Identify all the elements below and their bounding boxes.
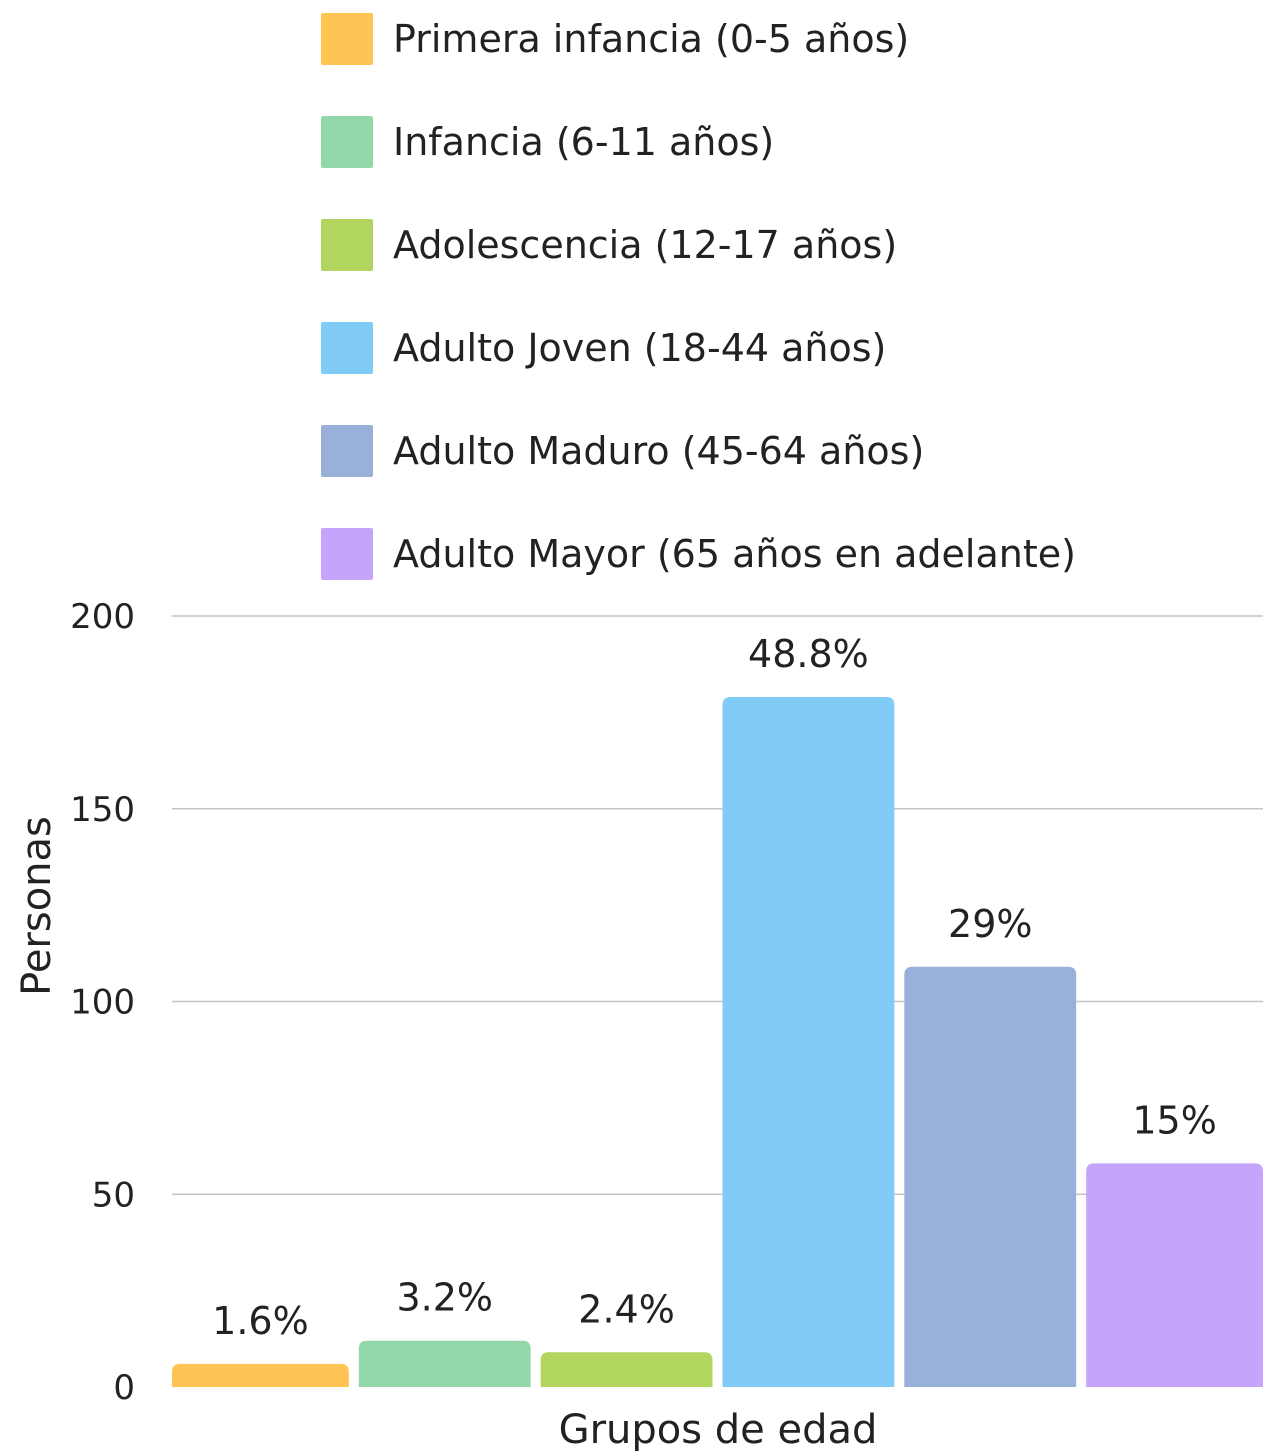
data-labels: 1.6% 3.2% 2.4% 48.8% 29% 15% bbox=[212, 632, 1217, 1343]
legend-swatch bbox=[321, 13, 373, 65]
bar bbox=[1086, 1163, 1263, 1387]
legend-label: Adulto Joven (18-44 años) bbox=[393, 326, 886, 370]
y-axis-title: Personas bbox=[14, 816, 60, 996]
data-label: 1.6% bbox=[212, 1299, 309, 1343]
bar bbox=[540, 1352, 713, 1387]
legend-label: Infancia (6-11 años) bbox=[393, 120, 774, 164]
bar bbox=[722, 696, 895, 1387]
legend-label: Adulto Mayor (65 años en adelante) bbox=[393, 532, 1076, 576]
bar bbox=[172, 1363, 349, 1387]
legend-swatch bbox=[321, 425, 373, 477]
bar bbox=[358, 1340, 531, 1387]
data-label: 29% bbox=[948, 902, 1032, 946]
y-tick-label: 100 bbox=[70, 983, 135, 1023]
bar bbox=[904, 966, 1077, 1387]
y-tick-label: 200 bbox=[70, 597, 135, 637]
data-label: 3.2% bbox=[396, 1276, 493, 1320]
legend-label: Primera infancia (0-5 años) bbox=[393, 17, 909, 61]
legend-label: Adulto Maduro (45-64 años) bbox=[393, 429, 924, 473]
legend-label: Adolescencia (12-17 años) bbox=[393, 223, 897, 267]
y-axis-ticks: 0 50 100 150 200 bbox=[70, 597, 135, 1408]
data-label: 15% bbox=[1132, 1098, 1216, 1142]
data-label: 2.4% bbox=[578, 1287, 675, 1331]
legend-swatch bbox=[321, 528, 373, 580]
legend-swatch bbox=[321, 116, 373, 168]
legend-swatch bbox=[321, 219, 373, 271]
gridlines bbox=[172, 615, 1263, 1195]
legend: Primera infancia (0-5 años) Infancia (6-1… bbox=[321, 13, 1076, 580]
data-label: 48.8% bbox=[748, 632, 869, 676]
y-tick-label: 0 bbox=[113, 1368, 135, 1408]
legend-swatch bbox=[321, 322, 373, 374]
bars bbox=[172, 696, 1263, 1387]
y-tick-label: 50 bbox=[92, 1175, 135, 1215]
x-axis-title: Grupos de edad bbox=[559, 1407, 878, 1451]
y-tick-label: 150 bbox=[70, 790, 135, 830]
